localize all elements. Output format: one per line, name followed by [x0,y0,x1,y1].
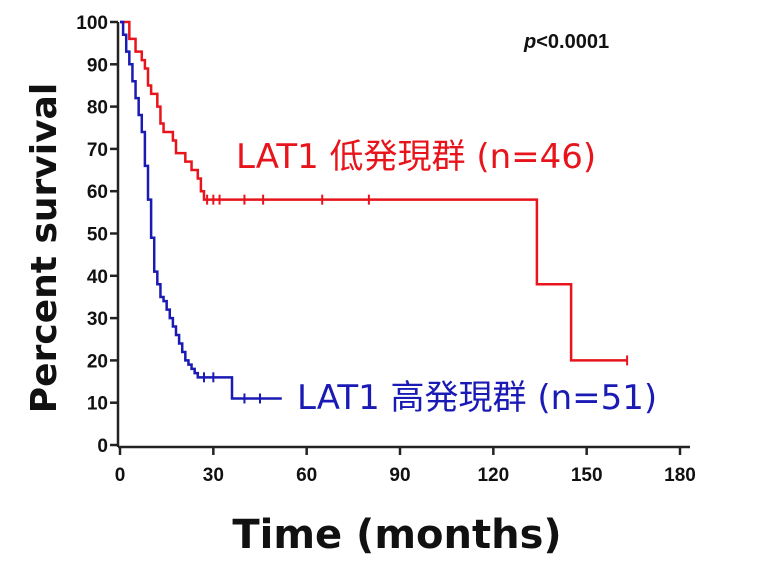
x-tick-label-120: 120 [477,465,509,486]
series-label-high-expression: LAT1 高発現群 (n=51) [297,378,657,418]
series-line-1 [120,20,282,400]
series-line-0 [120,20,628,362]
y-tick-label-10: 10 [87,394,108,415]
x-tick-label-150: 150 [571,465,603,486]
x-tick-label-180: 180 [664,465,696,486]
series-layer [120,20,629,404]
y-axis: 0 10 20 30 40 50 60 70 80 90 100 [76,13,120,457]
x-tick-label-30: 30 [203,465,224,486]
y-tick-label-0: 0 [97,436,108,457]
x-tick-label-0: 0 [115,465,126,486]
y-tick-label-90: 90 [87,55,108,76]
x-tick-label-90: 90 [389,465,410,486]
p-value-annotation: p<0.0001 [523,31,609,53]
x-axis: 0 30 60 90 120 150 180 [115,445,696,486]
series-label-low-expression: LAT1 低発現群 (n=46) [236,137,596,177]
y-tick-label-20: 20 [87,351,108,372]
y-tick-label-80: 80 [87,98,108,119]
y-axis-title: Percent survival [24,83,65,413]
y-tick-label-40: 40 [87,267,108,288]
y-tick-label-50: 50 [87,225,108,246]
x-axis-title: Time (months) [232,512,561,558]
y-tick-label-60: 60 [87,182,108,203]
x-tick-label-60: 60 [296,465,317,486]
y-tick-label-70: 70 [87,140,108,161]
y-tick-label-100: 100 [76,13,108,34]
y-tick-label-30: 30 [87,309,108,330]
